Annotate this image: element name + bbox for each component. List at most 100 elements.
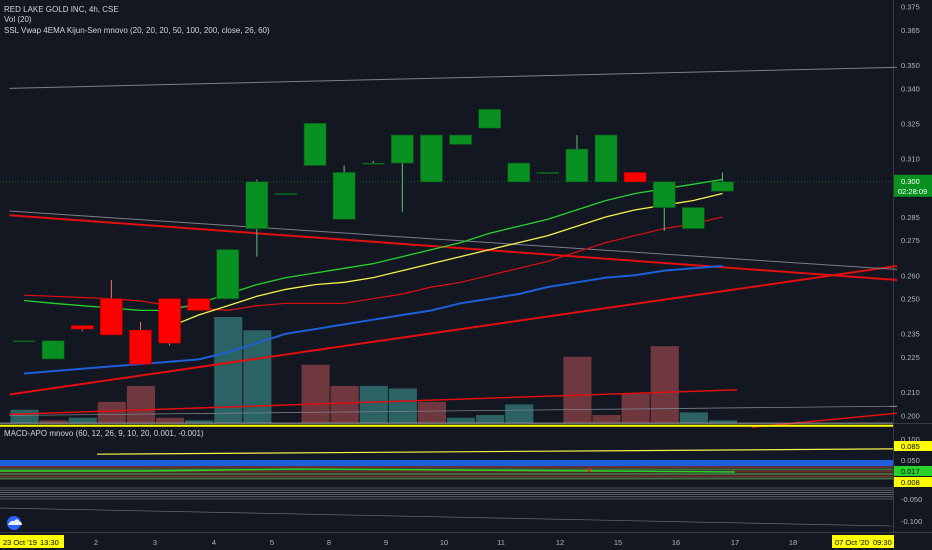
price-tick-label: 0.325	[901, 119, 920, 128]
volume-legend[interactable]: Vol (20)	[4, 15, 32, 24]
price-tick-label: 0.365	[901, 26, 920, 35]
volume-bar	[563, 356, 592, 423]
price-tick-label: 0.260	[901, 271, 920, 280]
time-tick-label: 11	[497, 538, 505, 547]
volume-bar	[621, 393, 650, 423]
price-tick-label: 0.350	[901, 61, 920, 70]
candle-body	[565, 148, 589, 183]
candle-body	[41, 340, 65, 360]
price-tick-label: 0.250	[901, 295, 920, 304]
volume-bar	[650, 346, 679, 423]
last-price-value: 0.300	[901, 177, 920, 186]
macd-value-tag	[894, 441, 932, 451]
time-tick-label: 9	[384, 538, 388, 547]
macd-tick-label: -0.100	[901, 517, 922, 526]
volume-bar	[447, 417, 476, 423]
candle-body	[216, 249, 240, 299]
start-date-label: 23 Oct '19	[3, 538, 37, 547]
trendline-red	[9, 264, 898, 396]
trendline-gray	[9, 405, 898, 416]
candle-body	[332, 172, 356, 220]
trendline-gray	[9, 210, 898, 270]
candle-body	[12, 340, 36, 343]
macd-value-tag-text: 0.008	[901, 478, 920, 487]
volume-bar	[68, 417, 97, 423]
candle-body	[187, 298, 210, 311]
symbol-title[interactable]: RED LAKE GOLD INC, 4h, CSE	[4, 5, 119, 14]
candle-body	[652, 181, 676, 208]
volume-bar	[243, 330, 272, 423]
macd-legend[interactable]: MACD-APO mnovo (60, 12, 26, 9, 10, 20, 0…	[4, 429, 204, 438]
time-tick-label: 8	[327, 538, 331, 547]
macd-value-tag-text: 0.017	[901, 467, 920, 476]
volume-bar	[10, 409, 39, 423]
volume-bar	[156, 417, 185, 423]
time-tick-label: 2	[94, 538, 98, 547]
volume-bar	[359, 385, 388, 423]
candle-body	[129, 329, 152, 365]
macd-tick-label: 0.050	[901, 456, 920, 465]
price-tick-label: 0.375	[901, 3, 920, 12]
volume-bar	[330, 385, 359, 423]
candle-body	[507, 162, 531, 183]
volume-bar	[417, 401, 446, 423]
candle-body	[100, 298, 123, 336]
time-tick-label: 17	[731, 538, 739, 547]
candle-body	[449, 134, 472, 145]
candle-body	[420, 134, 443, 183]
candle-body	[274, 193, 298, 195]
time-tick-label: 5	[270, 538, 274, 547]
axes: 0.375 0.365 0.350 0.340 0.325 0.310 0.285 0.275…	[0, 3, 932, 548]
overlay-legend[interactable]: SSL Vwap 4EMA Kijun-Sen mnovo (20, 20, 2…	[4, 26, 270, 35]
time-tick-label: 15	[614, 538, 622, 547]
last-price-tag	[894, 174, 932, 197]
candle-body	[536, 172, 560, 174]
volume-bar	[301, 364, 330, 423]
candle-body	[70, 325, 94, 330]
time-tick-label: 12	[556, 538, 564, 547]
macd-blue-band	[0, 459, 893, 467]
ema-blue-line	[24, 265, 723, 375]
candle-body	[478, 109, 501, 129]
candle-body	[682, 207, 705, 229]
volume-bar	[708, 420, 737, 423]
candle-body	[391, 134, 414, 164]
candle-body	[245, 181, 269, 229]
price-tick-label: 0.225	[901, 353, 920, 362]
volume-bar	[126, 385, 155, 423]
price-tick-label: 0.275	[901, 236, 920, 245]
volume-bar	[185, 420, 214, 423]
price-tick-label: 0.340	[901, 84, 920, 93]
ema-yellow-line	[169, 192, 723, 328]
price-tick-label: 0.310	[901, 154, 920, 163]
candlesticks[interactable]	[12, 109, 734, 365]
time-tick-label: 16	[672, 538, 680, 547]
price-tick-label: 0.285	[901, 213, 920, 222]
candle-body	[711, 181, 734, 192]
time-tick-label: 3	[153, 538, 157, 547]
candle-body	[623, 172, 647, 183]
macd-diagonal-guide	[0, 507, 894, 527]
start-time-label: 13:30	[40, 538, 59, 547]
grid	[0, 0, 932, 533]
tradingview-cloud-icon[interactable]	[7, 516, 22, 530]
volume-bar	[214, 317, 243, 423]
volume-bars	[10, 317, 737, 423]
candle-body	[303, 123, 327, 166]
macd-pane[interactable]	[0, 422, 894, 527]
trendline-red	[9, 389, 738, 416]
indicator-lines	[9, 66, 898, 428]
start-date-tag	[0, 535, 64, 548]
macd-signal-line	[96, 448, 894, 455]
volume-bar	[97, 401, 126, 423]
macd-tick-label: -0.050	[901, 495, 922, 504]
candle-body	[594, 134, 618, 183]
price-tick-label: 0.210	[901, 388, 920, 397]
macd-value-tag	[894, 466, 932, 476]
macd-line	[0, 468, 736, 473]
volume-bar	[505, 404, 534, 423]
trendline-red	[9, 214, 898, 281]
volume-bar	[476, 415, 505, 423]
